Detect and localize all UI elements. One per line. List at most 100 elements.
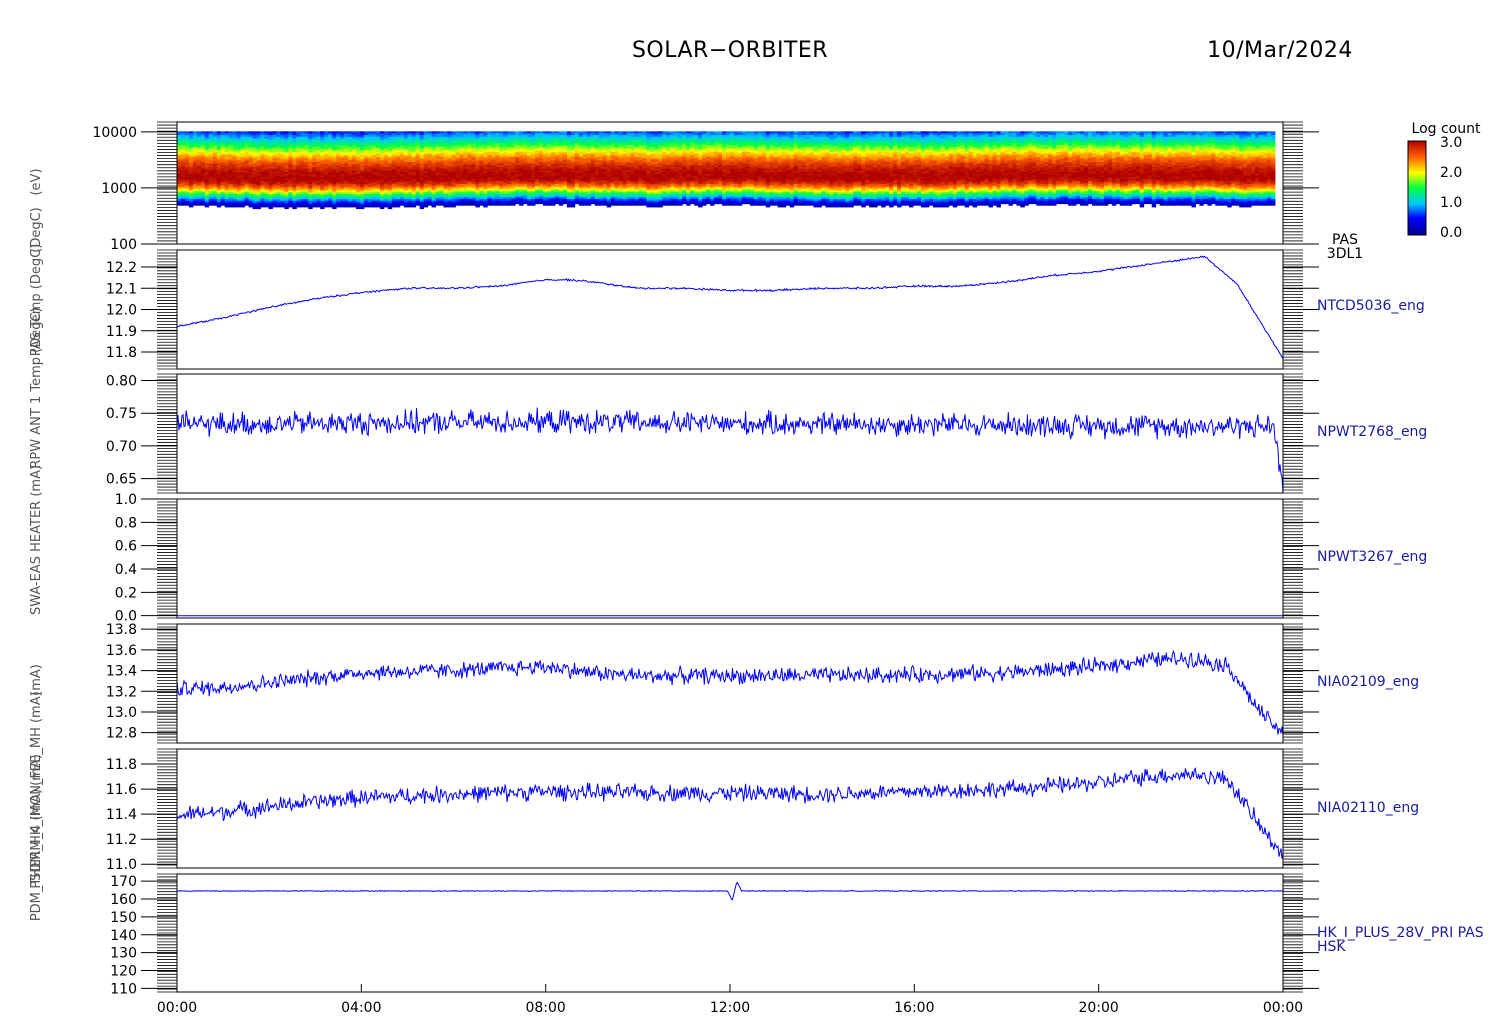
spectrogram-cell bbox=[364, 144, 369, 147]
spectrogram-cell bbox=[455, 139, 460, 142]
spectrogram-cell bbox=[375, 138, 381, 141]
spectrogram-cell bbox=[272, 156, 277, 159]
spectrogram-cell bbox=[192, 131, 198, 134]
spectrogram-cell bbox=[368, 188, 373, 191]
spectrogram-cell bbox=[499, 168, 504, 171]
spectrogram-cell bbox=[495, 143, 500, 146]
spectrogram-cell bbox=[399, 159, 405, 162]
spectrogram-cell bbox=[344, 193, 349, 196]
spectrogram-cell bbox=[479, 131, 484, 134]
spectrogram-cell bbox=[276, 188, 281, 191]
spectrogram-cell bbox=[511, 186, 516, 189]
spectrogram-cell bbox=[419, 153, 425, 156]
spectrogram-cell bbox=[467, 186, 472, 189]
spectrogram-cell bbox=[499, 181, 504, 184]
spectrogram-cell bbox=[499, 158, 504, 161]
spectrogram-cell bbox=[574, 171, 580, 174]
spectrogram-cell bbox=[204, 168, 210, 171]
spectrogram-cell bbox=[352, 163, 357, 166]
spectrogram-cell bbox=[296, 149, 301, 152]
spectrogram-cell bbox=[455, 141, 460, 144]
spectrogram-cell bbox=[415, 198, 421, 201]
spectrogram-cell bbox=[288, 161, 293, 164]
spectrogram-cell bbox=[602, 156, 608, 159]
spectrogram-cell bbox=[360, 143, 365, 146]
spectrogram-cell bbox=[487, 170, 492, 173]
spectrogram-cell bbox=[208, 191, 214, 194]
spectrogram-cell bbox=[443, 154, 448, 157]
spectrogram-cell bbox=[312, 186, 317, 189]
spectrogram-cell bbox=[304, 146, 309, 149]
spectrogram-cell bbox=[204, 205, 210, 208]
spectrogram-cell bbox=[296, 186, 301, 189]
spectrogram-cell bbox=[499, 136, 504, 139]
spectrogram-cell bbox=[439, 151, 444, 154]
spectrogram-cell bbox=[459, 180, 464, 183]
spectrogram-cell bbox=[383, 203, 389, 206]
spectrogram-cell bbox=[296, 151, 301, 154]
spectrogram-cell bbox=[503, 143, 508, 146]
spectrogram-cell bbox=[336, 170, 341, 173]
spectrogram-cell bbox=[284, 173, 289, 176]
spectrogram-cell bbox=[364, 175, 369, 178]
spectrogram-cell bbox=[188, 193, 194, 196]
spectrogram-cell bbox=[610, 133, 615, 136]
spectrogram-cell bbox=[356, 165, 361, 168]
spectrogram-cell bbox=[391, 149, 397, 152]
spectrogram-cell bbox=[519, 168, 524, 171]
spectrogram-cell bbox=[415, 195, 421, 198]
spectrogram-cell bbox=[594, 200, 600, 203]
spectrogram-cell bbox=[443, 141, 448, 144]
spectrogram-cell bbox=[248, 193, 253, 196]
spectrogram-cell bbox=[483, 151, 488, 154]
spectrogram-cell bbox=[554, 154, 560, 157]
spectrogram-cell bbox=[248, 188, 253, 191]
spectrogram-cell bbox=[200, 138, 206, 141]
spectrogram-cell bbox=[463, 196, 468, 199]
spectrogram-cell bbox=[554, 191, 560, 194]
spectrogram-cell bbox=[423, 198, 429, 201]
spectrogram-cell bbox=[495, 202, 500, 205]
spectrogram-cell bbox=[618, 198, 623, 201]
spectrogram-cell bbox=[586, 203, 592, 206]
spectrogram-cell bbox=[387, 203, 393, 206]
spectrogram-cell bbox=[519, 166, 524, 169]
spectrogram-cell bbox=[379, 200, 385, 203]
spectrogram-cell bbox=[594, 191, 600, 194]
spectrogram-cell bbox=[379, 175, 385, 178]
spectrogram-cell bbox=[340, 159, 345, 162]
spectrogram-cell bbox=[558, 158, 564, 161]
spectrogram-cell bbox=[308, 185, 313, 188]
spectrogram-cell bbox=[503, 188, 508, 191]
spectrogram-cell bbox=[240, 171, 246, 174]
spectrogram-cell bbox=[391, 166, 397, 169]
spectrogram-cell bbox=[427, 154, 432, 157]
spectrogram-cell bbox=[344, 134, 349, 137]
spectrogram-cell bbox=[181, 148, 186, 151]
spectrogram-cell bbox=[288, 133, 293, 136]
spectrogram-cell bbox=[312, 176, 317, 179]
spectrogram-cell bbox=[459, 143, 464, 146]
spectrogram-cell bbox=[387, 141, 393, 144]
spectrogram-cell bbox=[300, 166, 305, 169]
spectrogram-cell bbox=[344, 138, 349, 141]
spectrogram-cell bbox=[324, 166, 329, 169]
spectrogram-cell bbox=[391, 151, 397, 154]
spectrogram-cell bbox=[188, 149, 194, 152]
spectrogram-cell bbox=[443, 185, 448, 188]
spectrogram-cell bbox=[288, 175, 293, 178]
spectrogram-cell bbox=[415, 180, 421, 183]
spectrogram-cell bbox=[284, 136, 289, 139]
spectrogram-cell bbox=[415, 148, 421, 151]
spectrogram-cell bbox=[491, 141, 496, 144]
spectrogram-cell bbox=[535, 148, 540, 151]
spectrogram-cell bbox=[459, 153, 464, 156]
spectrogram-cell bbox=[292, 141, 297, 144]
spectrogram-cell bbox=[308, 196, 313, 199]
spectrogram-cell bbox=[324, 190, 329, 193]
spectrogram-cell bbox=[391, 139, 397, 142]
spectrogram-cell bbox=[554, 188, 560, 191]
spectrogram-cell bbox=[531, 139, 536, 142]
spectrogram-cell bbox=[308, 168, 313, 171]
spectrogram-cell bbox=[356, 131, 361, 134]
